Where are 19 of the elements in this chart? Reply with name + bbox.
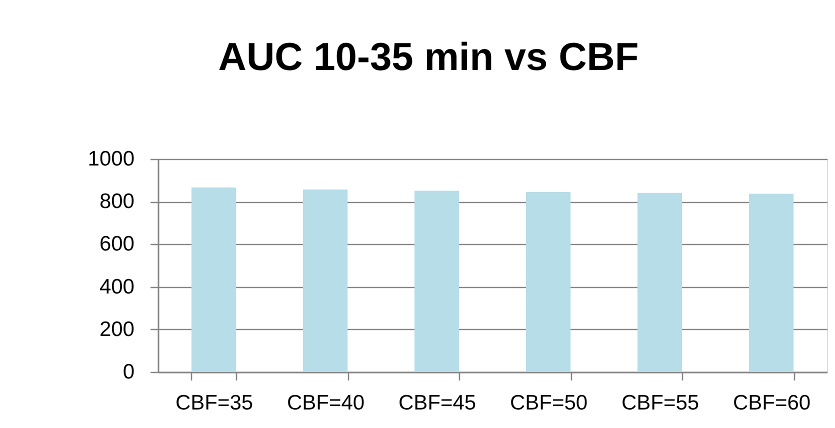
x-tick-label: CBF=50 [510,392,588,414]
x-tick-label: CBF=40 [286,392,365,414]
bar [414,190,460,372]
bar [302,189,348,372]
bar [637,192,682,372]
x-tick-label: CBF=55 [621,392,700,414]
y-tick-label: 400 [99,275,134,298]
chart-title: AUC 10-35 min vs CBF [218,36,639,79]
x-tick-label: CBF=60 [732,392,811,414]
x-tick-label: CBF=35 [175,392,254,414]
bar [191,188,236,372]
x-tick-label: CBF=45 [398,392,476,414]
y-tick-label: 200 [99,318,134,341]
y-tick-label: 600 [99,232,134,256]
bar [748,194,794,372]
y-tick-label: 0 [122,360,134,384]
y-tick-label: 800 [99,190,134,214]
bar [526,192,571,372]
y-tick-label: 1000 [88,148,134,170]
